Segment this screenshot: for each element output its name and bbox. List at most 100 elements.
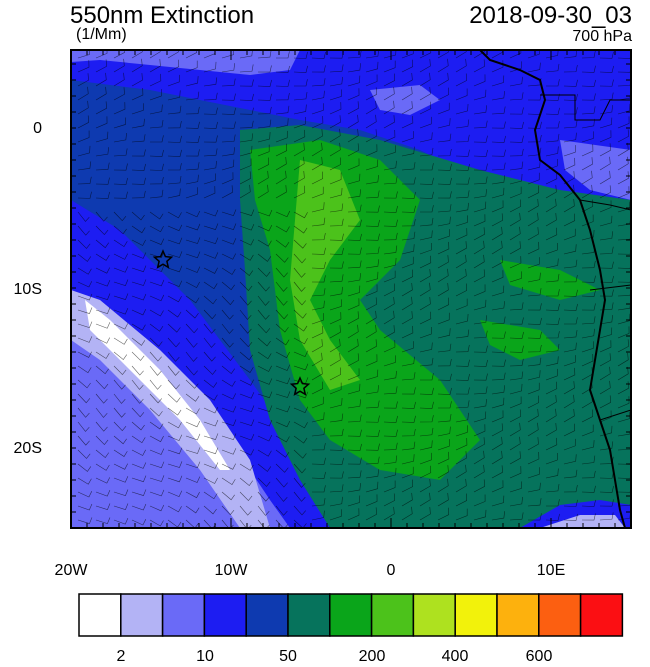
wind-barb: [527, 134, 542, 143]
wind-barb: [77, 225, 90, 236]
wind-barb: [203, 337, 216, 348]
wind-barb: [419, 282, 431, 297]
wind-barb: [473, 120, 488, 129]
wind-barb: [383, 176, 398, 185]
wind-barb: [401, 205, 416, 213]
wind-barb: [437, 451, 450, 465]
wind-barb: [329, 102, 342, 115]
wind-barb: [95, 365, 109, 375]
wind-barb: [185, 187, 198, 199]
wind-barb: [221, 433, 237, 441]
wind-barb: [185, 407, 200, 415]
wind-barb: [311, 78, 326, 87]
wind-barb: [491, 106, 506, 115]
axis-ticks: [70, 50, 632, 529]
wind-barb: [545, 79, 560, 87]
extinction-field: [71, 50, 631, 528]
wind-barb: [509, 226, 521, 241]
wind-barb: [401, 387, 416, 395]
wind-barb: [599, 156, 611, 171]
wind-barb: [365, 50, 380, 59]
wind-barb: [599, 353, 611, 367]
wind-barb: [293, 323, 308, 332]
wind-barb: [185, 365, 198, 376]
wind-barb: [527, 344, 542, 353]
wind-barb: [419, 401, 434, 409]
wind-barb: [113, 266, 129, 273]
wind-barb: [257, 463, 272, 472]
wind-barb: [599, 215, 613, 227]
wind-barb: [131, 462, 147, 469]
wind-barb: [239, 253, 254, 261]
wind-barb: [437, 492, 449, 507]
wind-barb: [167, 50, 179, 59]
wind-barb: [221, 223, 237, 231]
wind-barb: [563, 438, 576, 451]
wind-barb: [365, 114, 377, 129]
wind-barb: [293, 143, 305, 157]
wind-barb: [419, 297, 431, 311]
wind-barb: [581, 93, 596, 101]
wind-barb: [329, 172, 342, 185]
wind-barb: [617, 313, 631, 325]
wind-barb: [95, 280, 111, 287]
wind-barb: [149, 309, 164, 317]
wind-barb: [617, 116, 630, 129]
wind-barb: [275, 253, 289, 263]
wind-barb: [239, 295, 252, 306]
wind-barb: [599, 380, 611, 395]
wind-barb: [347, 128, 359, 143]
wind-barb: [203, 281, 218, 290]
wind-barb: [419, 86, 431, 101]
wind-barb: [383, 340, 396, 353]
wind-barb: [275, 239, 290, 248]
wind-barb: [581, 131, 594, 143]
wind-barb: [329, 382, 342, 395]
wind-barb: [221, 365, 236, 375]
wind-barb: [239, 309, 252, 320]
wind-barb: [149, 337, 163, 347]
wind-barb: [581, 144, 594, 157]
wind-barb: [77, 307, 93, 314]
wind-barb: [401, 191, 416, 199]
wind-barb: [491, 75, 505, 87]
wind-barb: [491, 495, 505, 507]
wind-barb: [617, 352, 629, 367]
wind-barb: [365, 175, 379, 185]
wind-barb: [149, 504, 165, 512]
colorbar-label-2: 2: [116, 648, 126, 665]
wind-barb: [257, 391, 273, 399]
wind-barb: [257, 267, 271, 277]
wind-barb: [95, 517, 111, 525]
wind-barb: [455, 241, 467, 255]
wind-barb: [473, 269, 485, 283]
wind-barb: [527, 198, 539, 213]
wind-barb: [455, 73, 467, 87]
wind-barb: [563, 499, 578, 507]
wind-barb: [437, 507, 450, 521]
wind-barb: [455, 58, 467, 73]
wind-barb: [563, 244, 577, 255]
wind-barb: [221, 121, 236, 129]
wind-barb: [131, 58, 143, 73]
wind-barb: [599, 327, 613, 339]
wind-barb: [581, 79, 596, 87]
wind-barb: [149, 189, 164, 199]
wind-barb: [563, 171, 575, 185]
wind-barb: [581, 380, 593, 395]
wind-barb: [95, 393, 108, 404]
wind-barb: [473, 74, 486, 87]
wind-barb: [563, 513, 578, 521]
wind-barb: [185, 50, 198, 59]
wind-barb: [293, 211, 308, 219]
wind-barb: [455, 464, 467, 479]
wind-barb: [599, 340, 612, 353]
wind-barb: [509, 496, 523, 507]
wind-barb: [275, 435, 290, 443]
wind-barb: [239, 463, 254, 471]
wind-barb: [563, 64, 578, 73]
wind-barb: [599, 471, 614, 479]
wind-barb: [167, 393, 181, 403]
wind-barb: [293, 281, 306, 292]
wind-barb: [491, 255, 503, 269]
